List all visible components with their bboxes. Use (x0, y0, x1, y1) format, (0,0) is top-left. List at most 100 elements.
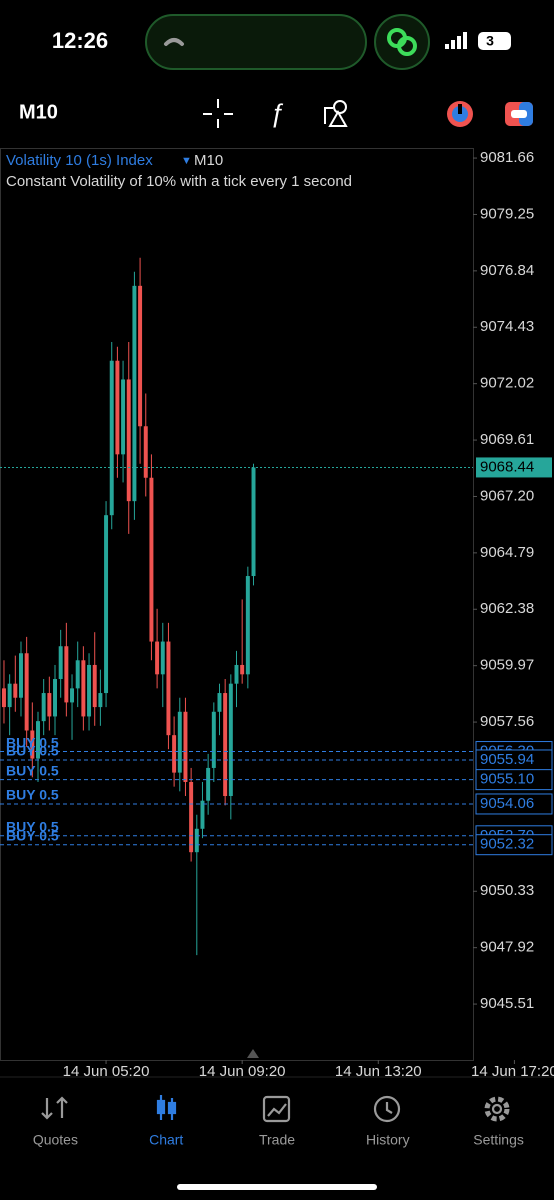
candle-body (58, 646, 63, 680)
settings-icon[interactable] (484, 1096, 510, 1122)
order-label: BUY 0.5 (6, 787, 59, 803)
candle-body (166, 641, 171, 736)
candle-body (172, 735, 177, 773)
tab-label[interactable]: Settings (473, 1132, 524, 1148)
candle-body (98, 693, 103, 708)
order-label: BUY 0.5 (6, 819, 59, 835)
candle-body (245, 576, 250, 675)
order-label: BUY 0.5 (6, 762, 59, 778)
y-tick-label: 9067.20 (480, 487, 534, 504)
plot (0, 157, 515, 1064)
trade-button[interactable] (447, 101, 473, 127)
status-time: 12:26 (52, 28, 108, 53)
tab-label[interactable]: Trade (259, 1132, 295, 1148)
y-tick-label: 9074.43 (480, 318, 534, 335)
candle-body (64, 646, 69, 703)
candle-body (183, 711, 188, 782)
candle-body (7, 683, 12, 708)
y-tick-label: 9079.25 (480, 205, 534, 222)
order-price-label: 9054.06 (480, 795, 534, 812)
candle-body (200, 800, 205, 829)
candle-body (194, 828, 199, 853)
trade-icon[interactable] (262, 1095, 291, 1123)
y-tick-label: 9064.79 (480, 544, 534, 561)
x-tick-label: 14 Jun 09:20 (199, 1063, 286, 1080)
y-tick-label: 9047.92 (480, 939, 534, 956)
candle-body (206, 767, 211, 801)
candle-body (104, 515, 109, 694)
current-price-box (476, 457, 552, 478)
candle-body (41, 693, 46, 722)
order-price-label: 9055.10 (480, 771, 534, 788)
x-tick-label: 14 Jun 13:20 (335, 1063, 422, 1080)
candle-body (138, 285, 143, 427)
tab-label[interactable]: Quotes (33, 1132, 78, 1148)
current-price-label: 9068.44 (480, 458, 534, 475)
candle-body (24, 653, 29, 731)
candle-body (81, 660, 86, 717)
order-label: BUY 0.5 (6, 734, 59, 750)
candle-body (143, 426, 148, 478)
dynamic-island (145, 14, 367, 70)
tab-label[interactable]: History (366, 1132, 410, 1148)
candle-body (115, 360, 120, 455)
candle-body (87, 664, 92, 717)
signal-icon (445, 32, 467, 49)
indicators-button[interactable]: ƒ (270, 98, 284, 128)
candle-body (121, 379, 126, 455)
timeframe-button[interactable]: M10 (19, 101, 58, 123)
candle-body (211, 711, 216, 768)
history-icon[interactable] (373, 1095, 401, 1123)
order-price-label: 9055.94 (480, 751, 534, 768)
candle-body (240, 664, 245, 675)
x-tick-label: 14 Jun 17:20 (471, 1063, 554, 1080)
candle-body (217, 693, 222, 712)
candle-body (75, 660, 80, 689)
y-tick-label: 9045.51 (480, 995, 534, 1012)
order-price-box (475, 793, 553, 815)
call-icon (164, 38, 184, 46)
candle-body (18, 653, 23, 698)
candle-body (1, 688, 6, 708)
order-price-box (475, 834, 553, 856)
order-price-label: 9052.32 (480, 836, 534, 853)
candle-body (228, 683, 233, 797)
y-tick-label: 9076.84 (480, 262, 534, 279)
y-tick-label: 9069.61 (480, 431, 534, 448)
candle-body (251, 467, 256, 577)
chart-subtitle: Constant Volatility of 10% with a tick e… (6, 173, 352, 190)
link-icon (387, 28, 417, 56)
scroll-marker (247, 1049, 259, 1058)
battery (478, 32, 511, 50)
home-indicator (177, 1184, 377, 1190)
candle-body (155, 641, 160, 675)
x-tick-label: 14 Jun 05:20 (63, 1063, 150, 1080)
one-click-button[interactable] (505, 102, 533, 126)
y-tick-label: 9081.66 (480, 149, 534, 166)
y-tick-label: 9062.38 (480, 600, 534, 617)
y-tick-label: 9059.97 (480, 657, 534, 674)
candle-body (132, 285, 137, 502)
battery-level: 3 (486, 33, 494, 49)
crosshair-button[interactable] (203, 99, 233, 128)
chart-timeframe: M10 (194, 152, 223, 169)
quotes-icon[interactable] (41, 1096, 68, 1120)
tab-label[interactable]: Chart (149, 1132, 183, 1148)
candle-body (92, 664, 97, 708)
candle-body (160, 641, 165, 675)
objects-button[interactable] (324, 100, 348, 127)
order-label: BUY 0.5 (6, 827, 59, 843)
chart-icon[interactable] (156, 1095, 177, 1120)
candle-body (109, 360, 114, 516)
candle-body (47, 693, 52, 717)
symbol-dropdown[interactable]: ▼ (181, 155, 192, 167)
candle-body (30, 730, 35, 759)
candle-body (234, 664, 239, 684)
candle-body (189, 781, 194, 853)
candle-body (53, 679, 57, 717)
chart-frame (0, 148, 474, 1061)
candle-body (13, 683, 18, 698)
symbol-name[interactable]: Volatility 10 (1s) Index (6, 152, 153, 169)
